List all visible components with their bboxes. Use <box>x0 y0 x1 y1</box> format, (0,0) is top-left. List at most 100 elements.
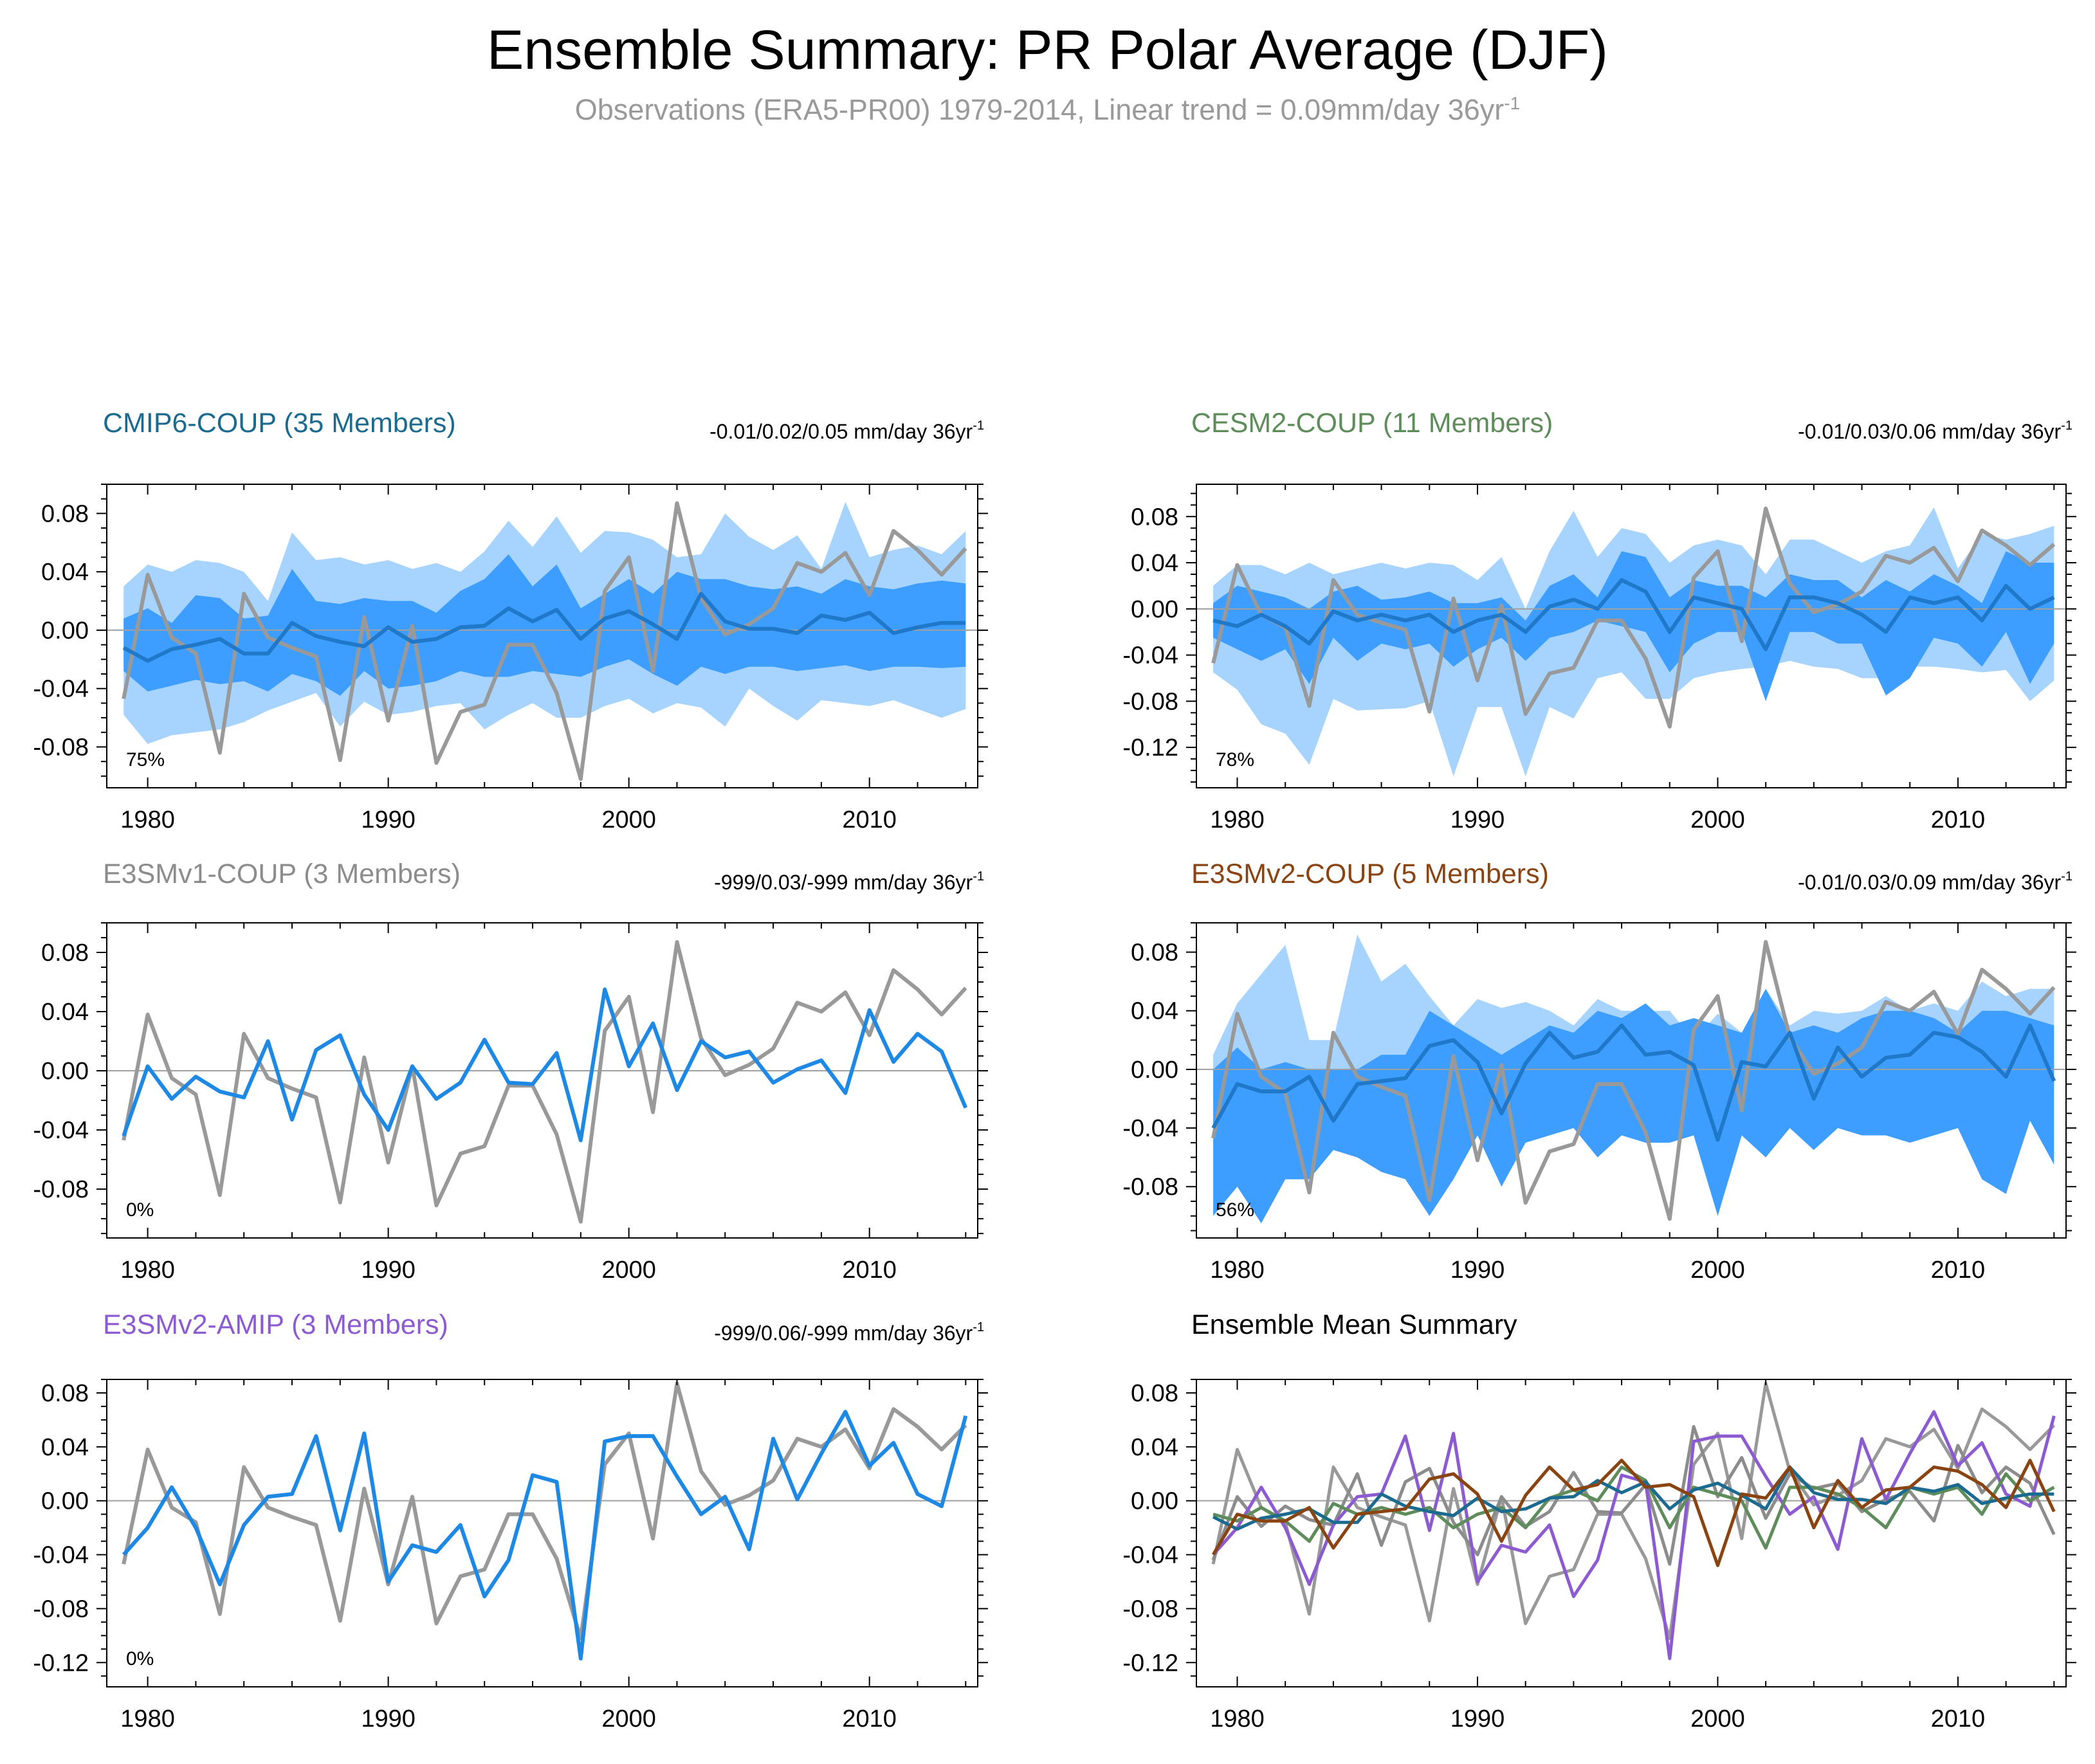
series-amip <box>1212 1410 2056 1660</box>
trend-superscript: -1 <box>2061 869 2072 884</box>
x-tick-label: 2010 <box>1931 1705 1986 1732</box>
subtitle-text: Observations (ERA5-PR00) 1979-2014, Line… <box>574 93 1505 126</box>
y-tick-label: 0.08 <box>41 1380 89 1407</box>
panel-summary: 1980 1990 2000 2010 0.08 0.04 0.00 -0.04 -0.08 -0… <box>1122 1309 2076 1732</box>
x-tick-label: 2010 <box>842 806 897 833</box>
subtitle-superscript: -1 <box>1504 93 1521 113</box>
x-tick-label: 2000 <box>601 1705 656 1732</box>
y-tick-label: 0.08 <box>41 940 89 967</box>
y-tick-label: 0.04 <box>41 1434 89 1461</box>
y-tick-label: 0.04 <box>1131 550 1178 577</box>
band-inner-cesm2 <box>1213 551 2054 702</box>
page-subtitle: Observations (ERA5-PR00) 1979-2014, Line… <box>0 86 2095 127</box>
y-tick-label: -0.12 <box>33 1650 89 1677</box>
trend-value: -999/0.06/-999 mm/day 36yr <box>714 1322 973 1345</box>
x-tick-label: 1980 <box>1210 1257 1265 1284</box>
percent-label-cesm2: 78% <box>1216 749 1254 770</box>
trend-superscript: -1 <box>2061 419 2072 433</box>
trend-value: -999/0.03/-999 mm/day 36yr <box>714 871 973 894</box>
panel-cmip6: 1980 1990 2000 2010 0.08 0.04 0.00 -0.04 -0.08 CM… <box>33 408 988 833</box>
panel-e3smv2: 1980 1990 2000 2010 0.08 0.04 0.00 -0.04 -0.08 E3… <box>1122 859 2076 1284</box>
y-tick-label: 0.04 <box>1131 1434 1178 1461</box>
trend-superscript: -1 <box>973 1320 984 1334</box>
series-e3smv2 <box>1211 1459 2056 1567</box>
plot-frame <box>1196 1379 2067 1687</box>
panel-title-amip: E3SMv2-AMIP (3 Members) <box>103 1309 448 1340</box>
mean-line-cesm2 <box>1212 578 2055 651</box>
y-tick-label: -0.04 <box>33 1542 89 1569</box>
y-tick-label: -0.08 <box>1122 688 1178 715</box>
y-tick-label: 0.04 <box>1131 998 1178 1025</box>
plot-area-summary <box>1196 1381 2066 1660</box>
y-tick-label: 0.04 <box>41 999 89 1026</box>
x-tick-label: 1980 <box>1210 1705 1265 1732</box>
trend-label-cesm2: -0.01/0.03/0.06 mm/day 36yr-1 <box>1798 419 2072 443</box>
x-tick-label: 1990 <box>361 1257 416 1284</box>
trend-label-e3smv2: -0.01/0.03/0.09 mm/day 36yr-1 <box>1798 869 2072 894</box>
y-tick-label: 0.00 <box>1131 596 1178 623</box>
x-tick-label: 2010 <box>1931 806 1986 833</box>
y-tick-label: 0.08 <box>1131 1380 1178 1407</box>
band-inner-cmip6 <box>124 554 966 696</box>
y-tick-label: -0.04 <box>33 1117 89 1144</box>
page-title: Ensemble Summary: PR Polar Average (DJF) <box>487 19 1608 81</box>
trend-label-cmip6: -0.01/0.02/0.05 mm/day 36yr-1 <box>709 419 984 443</box>
y-tick-label: 0.00 <box>41 1058 89 1085</box>
plot-area-cesm2 <box>1196 506 2066 777</box>
y-tick-label: -0.12 <box>1122 734 1178 761</box>
plot-frame <box>106 922 978 1239</box>
y-tick-label: 0.04 <box>41 559 89 586</box>
percent-label-e3smv2: 56% <box>1216 1199 1254 1221</box>
y-tick-label: -0.04 <box>1122 642 1178 669</box>
panel-title-cmip6: CMIP6-COUP (35 Members) <box>103 408 456 439</box>
plot-area-e3smv1 <box>107 940 978 1224</box>
x-tick-label: 2000 <box>1690 1705 1745 1732</box>
percent-label-cmip6: 75% <box>126 749 165 770</box>
panel-e3smv1: 1980 1990 2000 2010 0.08 0.04 0.00 -0.04 -0.08 E3… <box>33 859 988 1284</box>
y-tick-label: -0.08 <box>1122 1174 1178 1201</box>
x-tick-label: 1990 <box>361 806 416 833</box>
x-tick-label: 2000 <box>601 806 656 833</box>
trend-value: -0.01/0.03/0.09 mm/day 36yr <box>1798 871 2061 894</box>
plot-area-amip <box>107 1381 978 1660</box>
trend-label-e3smv1: -999/0.03/-999 mm/day 36yr-1 <box>714 869 984 894</box>
plot-frame <box>1196 922 2067 1239</box>
y-tick-label: -0.04 <box>33 676 89 703</box>
series-e3smv1 <box>1211 1424 2056 1566</box>
y-tick-label: -0.08 <box>33 1596 89 1623</box>
x-tick-label: 1990 <box>1450 1257 1505 1284</box>
mean-line-e3smv1 <box>122 987 968 1143</box>
x-tick-label: 1990 <box>1450 806 1505 833</box>
y-tick-label: 0.00 <box>1131 1057 1178 1084</box>
percent-label-amip: 0% <box>126 1648 154 1669</box>
mean-line-cmip6 <box>122 592 966 663</box>
x-tick-label: 2010 <box>1931 1257 1986 1284</box>
plot-area-cmip6 <box>107 501 978 781</box>
plot-frame <box>1196 484 2067 788</box>
y-tick-label: 0.00 <box>41 617 89 644</box>
percent-label-e3smv1: 0% <box>126 1199 154 1221</box>
x-tick-label: 1980 <box>120 1257 175 1284</box>
x-tick-label: 1980 <box>120 806 175 833</box>
x-tick-label: 2000 <box>1690 806 1745 833</box>
plot-frame <box>106 1379 978 1687</box>
mean-line-amip <box>122 1410 968 1660</box>
y-tick-label: -0.12 <box>1122 1650 1178 1677</box>
obs-line-cmip6 <box>122 501 967 781</box>
trend-superscript: -1 <box>973 869 984 884</box>
x-tick-label: 2000 <box>601 1257 656 1284</box>
panel-amip: 1980 1990 2000 2010 0.08 0.04 0.00 -0.04 -0.08 -0… <box>33 1309 988 1732</box>
x-tick-label: 1990 <box>361 1705 416 1732</box>
y-tick-label: -0.08 <box>33 1176 89 1203</box>
obs-line-e3smv1 <box>122 940 967 1224</box>
x-tick-label: 1990 <box>1450 1705 1505 1732</box>
obs-line-cesm2 <box>1211 506 2056 729</box>
panel-title-e3smv1: E3SMv1-COUP (3 Members) <box>103 859 461 889</box>
trend-label-amip: -999/0.06/-999 mm/day 36yr-1 <box>714 1320 984 1345</box>
y-tick-label: 0.08 <box>1131 504 1178 531</box>
trend-value: -0.01/0.03/0.06 mm/day 36yr <box>1798 420 2061 443</box>
panel-title-summary: Ensemble Mean Summary <box>1191 1309 1517 1340</box>
y-tick-label: 0.00 <box>1131 1488 1178 1515</box>
y-tick-label: -0.04 <box>1122 1542 1178 1569</box>
